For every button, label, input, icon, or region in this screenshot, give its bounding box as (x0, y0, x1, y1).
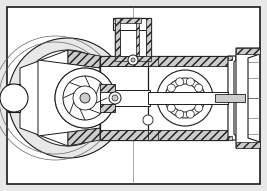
Bar (100, 56, 150, 140)
Circle shape (195, 104, 203, 112)
Bar (120, 30, 146, 58)
Polygon shape (38, 60, 100, 136)
Circle shape (164, 94, 172, 102)
Circle shape (112, 95, 118, 101)
Bar (115, 18, 151, 60)
Polygon shape (228, 136, 232, 140)
Bar (148, 92, 228, 104)
Bar (100, 90, 150, 106)
Polygon shape (115, 18, 118, 56)
Polygon shape (228, 56, 232, 60)
Circle shape (195, 84, 203, 92)
Circle shape (198, 94, 206, 102)
Circle shape (143, 115, 153, 125)
Bar (113, 18, 141, 30)
Circle shape (157, 70, 213, 126)
Circle shape (186, 110, 194, 118)
Bar (100, 84, 115, 92)
Polygon shape (115, 18, 120, 58)
Circle shape (186, 78, 194, 86)
Circle shape (73, 86, 97, 110)
Circle shape (176, 110, 184, 118)
Circle shape (167, 104, 175, 112)
Circle shape (176, 78, 184, 86)
Bar (100, 104, 115, 112)
Bar (148, 130, 228, 140)
Polygon shape (68, 128, 100, 146)
Bar (215, 94, 245, 102)
Bar (115, 56, 151, 61)
Circle shape (171, 84, 199, 112)
Circle shape (0, 84, 28, 112)
Circle shape (167, 84, 175, 92)
Polygon shape (148, 130, 158, 140)
Bar (148, 56, 228, 140)
Polygon shape (228, 56, 236, 140)
Polygon shape (8, 84, 20, 112)
Circle shape (8, 38, 128, 158)
Circle shape (165, 78, 205, 118)
Circle shape (20, 50, 116, 146)
Polygon shape (146, 18, 151, 58)
Polygon shape (136, 18, 139, 56)
Bar (100, 56, 150, 66)
Bar (100, 130, 150, 140)
Polygon shape (236, 48, 260, 54)
Polygon shape (236, 48, 260, 148)
Polygon shape (148, 56, 158, 66)
Circle shape (80, 93, 90, 103)
Bar (115, 18, 139, 56)
Circle shape (128, 55, 138, 65)
Polygon shape (20, 50, 68, 146)
Bar (113, 18, 141, 23)
Circle shape (109, 92, 121, 104)
Polygon shape (68, 50, 100, 68)
Bar (148, 56, 228, 66)
Circle shape (131, 58, 135, 62)
Circle shape (55, 68, 115, 128)
Circle shape (63, 76, 107, 120)
Polygon shape (236, 142, 260, 148)
